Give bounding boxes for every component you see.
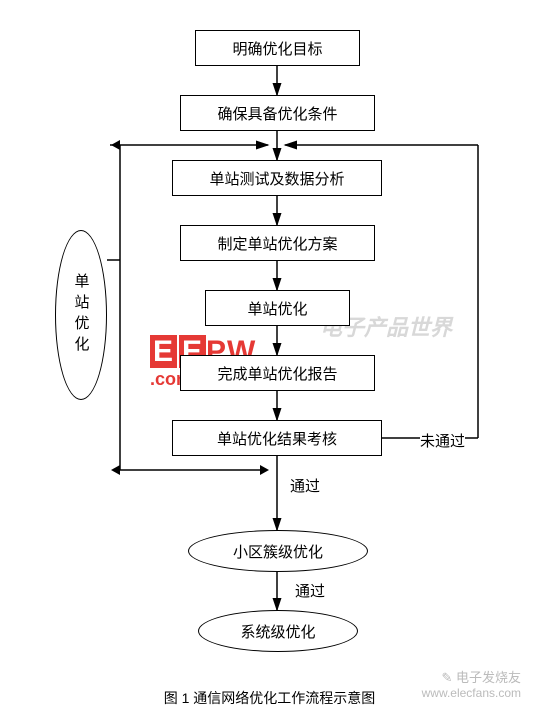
node-review: 单站优化结果考核 [172,420,382,456]
label-pass-2: 通过 [295,580,325,601]
node-system: 系统级优化 [198,610,358,652]
label-pass-1: 通过 [290,475,320,496]
node-test-analysis: 单站测试及数据分析 [172,160,382,196]
node-conditions: 确保具备优化条件 [180,95,375,131]
node-side-label: 单站优化 [55,230,107,400]
flowchart-diagram: 电子产品世界 EEPW .com.cn 明确优化目标 确保具备优化条件 单站测试… [0,0,539,720]
node-report: 完成单站优化报告 [180,355,375,391]
node-goal: 明确优化目标 [195,30,360,66]
figure-caption: 图 1 通信网络优化工作流程示意图 [0,688,539,708]
label-fail: 未通过 [420,430,465,451]
node-optimize: 单站优化 [205,290,350,326]
node-plan: 制定单站优化方案 [180,225,375,261]
node-cluster: 小区簇级优化 [188,530,368,572]
